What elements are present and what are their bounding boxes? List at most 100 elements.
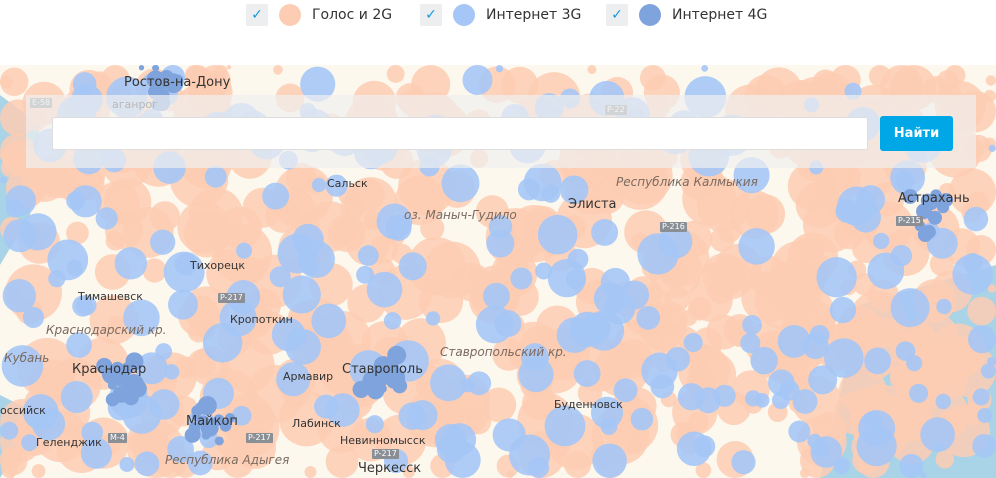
3g-coverage <box>935 393 951 410</box>
voice-coverage <box>325 445 359 478</box>
city-label: Кропоткин <box>230 313 293 326</box>
city-label: Элиста <box>568 197 617 212</box>
4g-coverage <box>101 365 121 384</box>
3g-coverage <box>972 434 996 458</box>
3g-coverage <box>494 310 522 338</box>
voice-coverage <box>564 450 592 478</box>
3g-coverage <box>920 417 955 452</box>
legend-label: Голос и 2G <box>312 7 393 23</box>
city-label: Краснодар <box>72 362 147 377</box>
3g-coverage <box>895 341 916 361</box>
city-label: оссийск <box>0 404 46 417</box>
voice-coverage <box>506 470 514 478</box>
3g-coverage <box>890 244 913 267</box>
checkbox-voice-2g[interactable]: ✓ <box>246 4 268 26</box>
voice-coverage <box>935 450 955 469</box>
city-label: Геленджик <box>36 436 102 449</box>
3g-coverage <box>547 259 586 298</box>
road-label: M-4 <box>108 433 127 443</box>
legend-internet-4g[interactable]: ✓ Интернет 4G <box>606 4 767 26</box>
checkbox-internet-3g[interactable]: ✓ <box>420 4 442 26</box>
3g-coverage <box>740 333 761 354</box>
4g-coverage <box>214 436 224 446</box>
4g-coverage <box>185 427 201 443</box>
3g-coverage <box>771 391 790 410</box>
3g-coverage <box>303 260 320 276</box>
voice-coverage <box>386 65 405 83</box>
road-label: P-216 <box>660 222 687 232</box>
4g-coverage <box>148 77 161 89</box>
search-input[interactable] <box>52 117 868 150</box>
3g-coverage <box>66 332 92 358</box>
3g-coverage <box>66 191 86 211</box>
3g-coverage <box>824 338 864 378</box>
3g-coverage <box>569 311 606 348</box>
3g-coverage <box>829 296 857 324</box>
legend-voice-2g[interactable]: ✓ Голос и 2G <box>246 4 392 26</box>
3g-coverage <box>517 178 541 201</box>
3g-coverage <box>407 400 438 431</box>
3g-coverage <box>510 267 533 290</box>
3g-coverage <box>909 383 929 403</box>
legend-label: Интернет 4G <box>672 7 768 23</box>
3g-coverage <box>636 306 661 330</box>
city-label: Астрахань <box>898 191 970 206</box>
legend-label: Интернет 3G <box>486 7 582 23</box>
3g-coverage <box>269 266 291 288</box>
3g-coverage <box>967 325 996 354</box>
city-label: Сальск <box>327 177 368 190</box>
3g-coverage <box>135 352 168 385</box>
3g-coverage <box>356 265 375 284</box>
3g-coverage <box>3 219 37 253</box>
internet-4g-swatch <box>639 4 661 26</box>
3g-coverage <box>75 294 97 316</box>
3g-coverage <box>808 365 838 395</box>
city-label: Кубань <box>4 351 50 365</box>
3g-coverage <box>168 289 199 320</box>
4g-coverage <box>927 210 943 225</box>
3g-coverage <box>385 214 412 241</box>
city-label: Тихорецк <box>190 259 245 272</box>
3g-coverage <box>357 245 379 266</box>
3g-coverage <box>811 439 831 458</box>
3g-coverage <box>0 421 19 440</box>
3g-coverage <box>768 369 795 397</box>
voice-coverage <box>745 194 786 234</box>
3g-coverage <box>936 298 952 315</box>
3g-coverage <box>150 229 176 255</box>
3g-coverage <box>713 384 736 407</box>
voice-coverage <box>515 245 534 263</box>
voice-coverage <box>890 364 913 387</box>
3g-coverage <box>0 176 7 184</box>
3g-coverage <box>276 362 311 397</box>
3g-coverage <box>148 389 180 420</box>
voice-coverage <box>868 65 891 88</box>
3g-coverage <box>204 165 227 188</box>
4g-coverage <box>152 65 158 71</box>
voice-coverage <box>142 258 167 283</box>
3g-coverage <box>518 356 554 393</box>
3g-coverage <box>366 271 403 308</box>
voice-coverage <box>183 210 231 258</box>
3g-coverage <box>31 407 66 441</box>
find-button[interactable]: Найти <box>880 116 953 151</box>
4g-coverage <box>387 345 407 365</box>
3g-coverage <box>731 450 756 475</box>
road-label: P-217 <box>218 293 245 303</box>
3g-coverage <box>163 364 180 380</box>
voice-coverage <box>1 461 18 478</box>
3g-coverage <box>856 425 897 467</box>
checkbox-internet-4g[interactable]: ✓ <box>606 4 628 26</box>
3g-coverage <box>809 324 830 345</box>
4g-coverage <box>392 378 408 394</box>
3g-coverage <box>980 363 996 379</box>
3g-coverage <box>1 345 44 387</box>
3g-coverage <box>613 378 638 403</box>
voice-coverage <box>787 162 836 211</box>
3g-coverage <box>508 434 551 476</box>
4g-coverage <box>923 203 933 214</box>
3g-coverage <box>792 389 818 414</box>
road-label: P-217 <box>246 433 273 443</box>
3g-coverage <box>325 174 348 197</box>
legend-internet-3g[interactable]: ✓ Интернет 3G <box>420 4 581 26</box>
